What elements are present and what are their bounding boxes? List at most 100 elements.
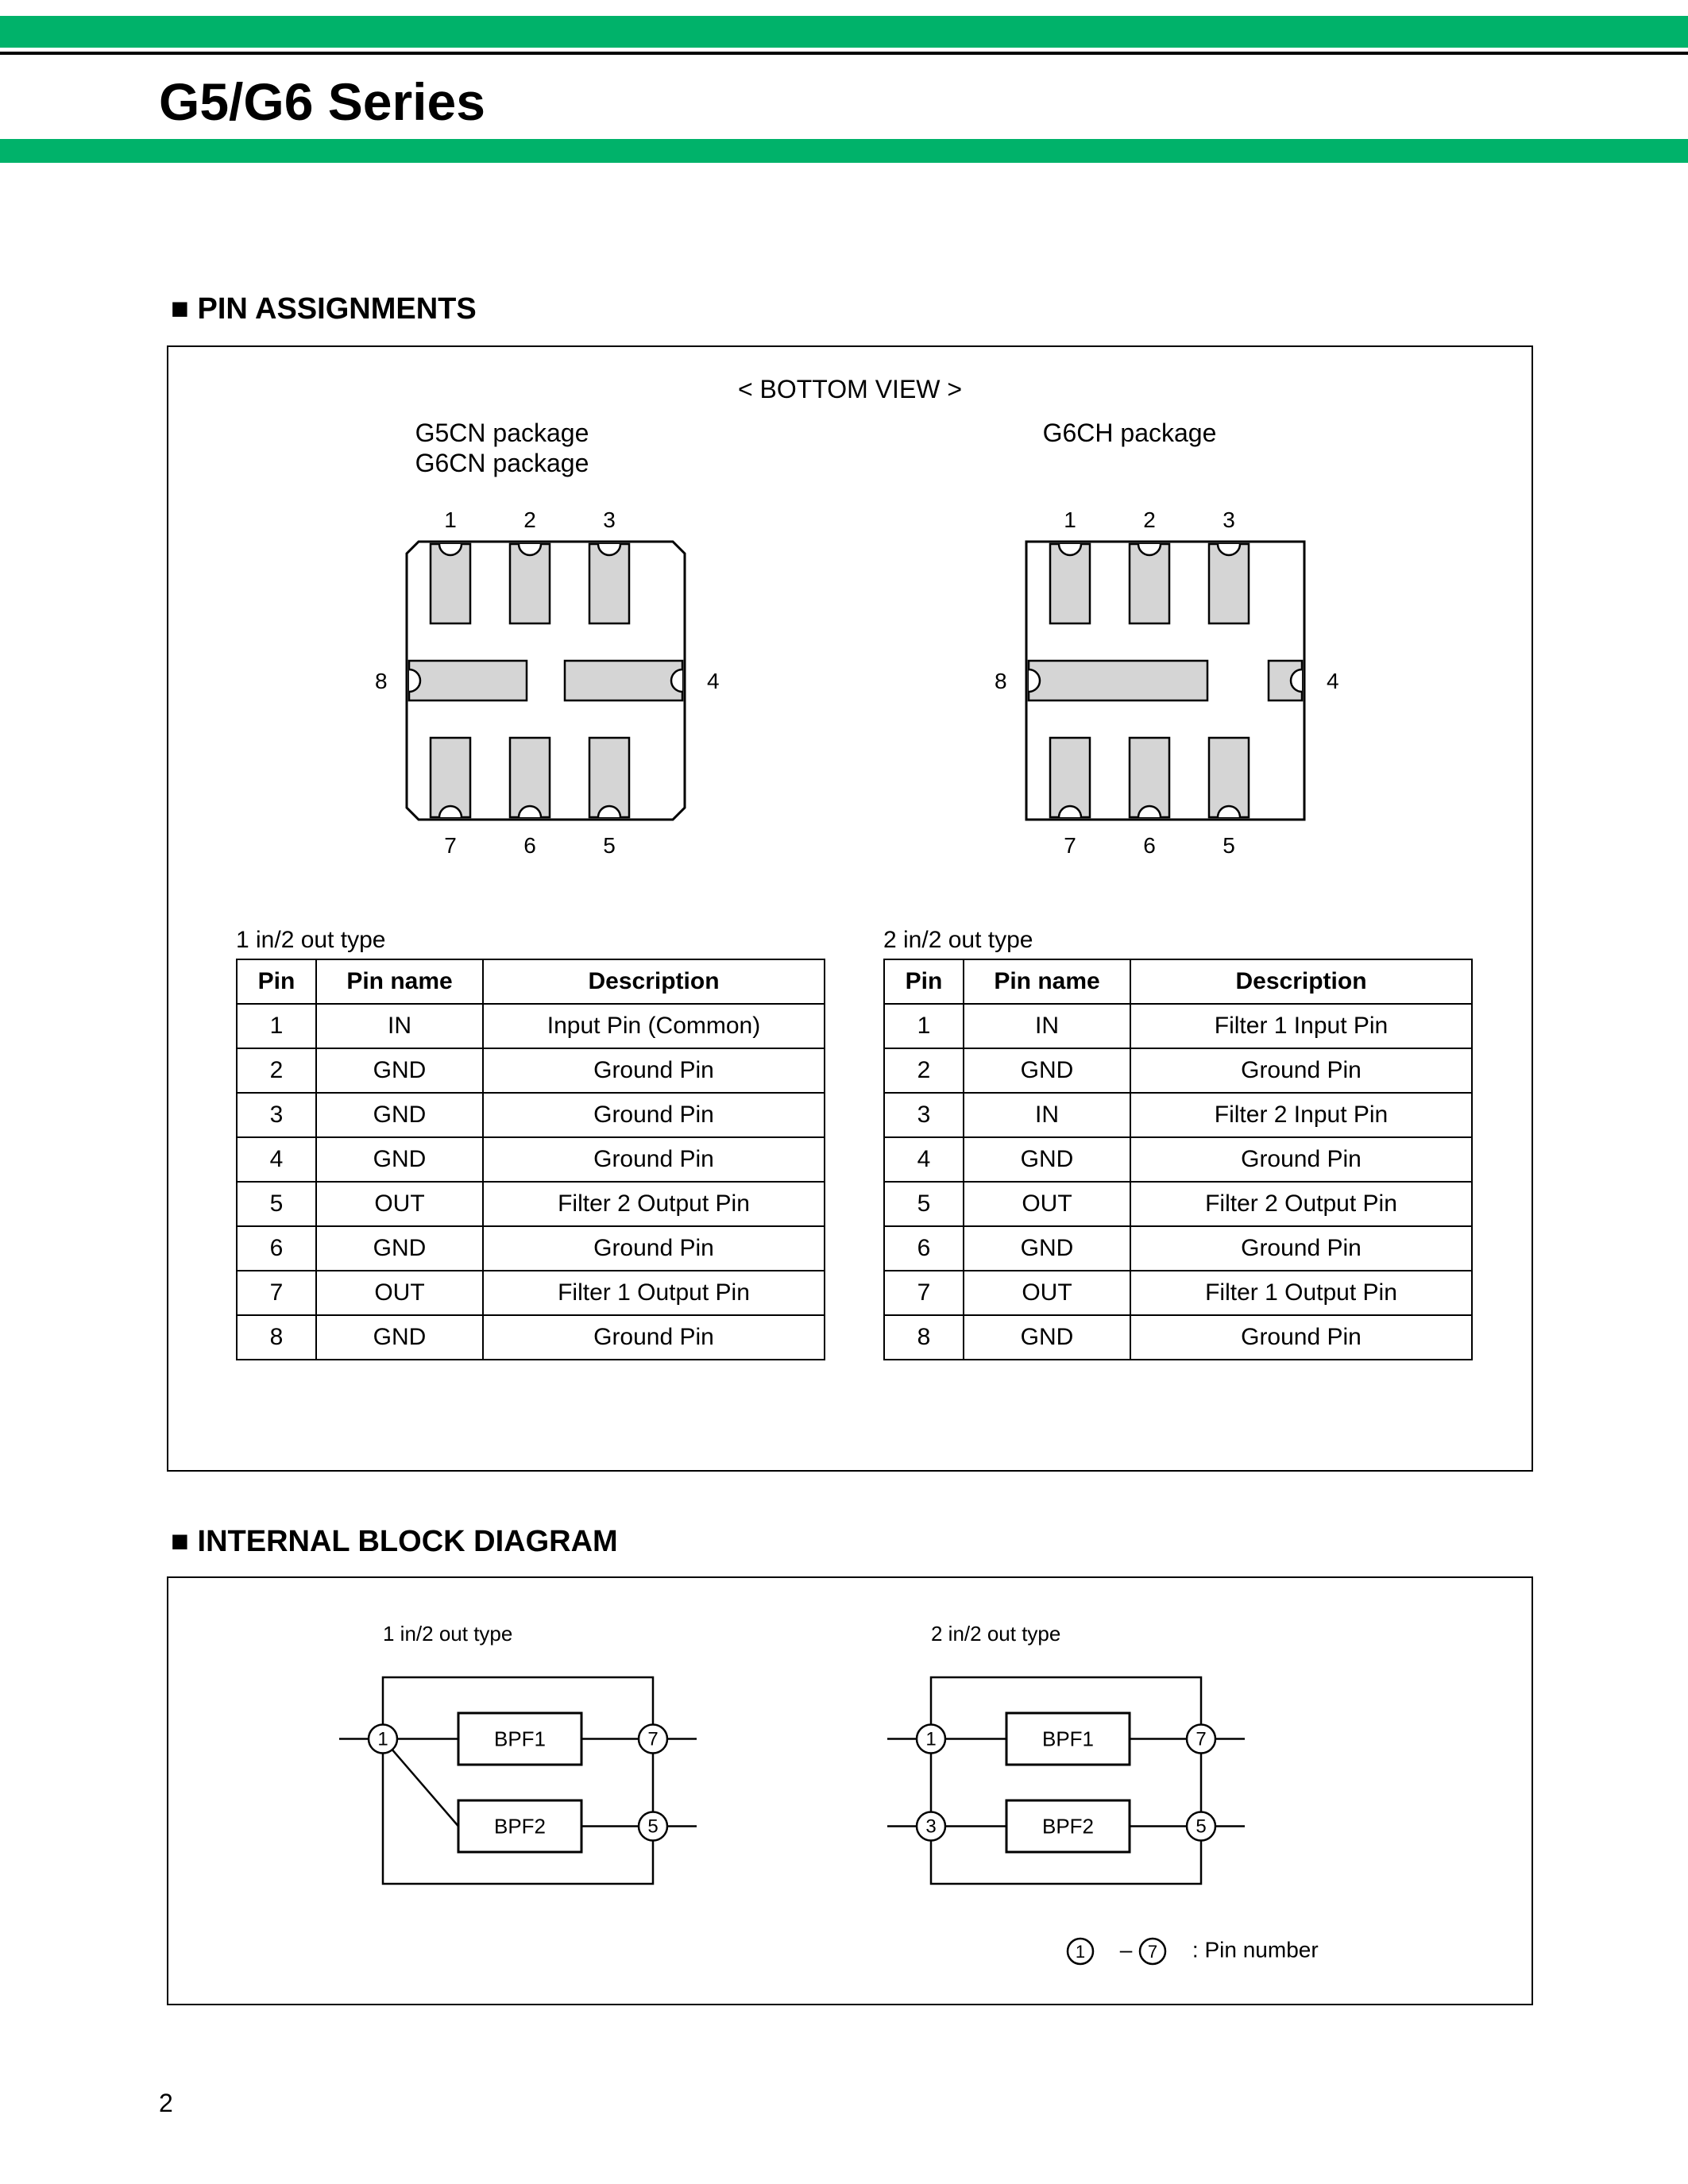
- svg-text:5: 5: [647, 1816, 658, 1838]
- table-cell: 2: [884, 1048, 964, 1093]
- page-number: 2: [159, 2089, 173, 2118]
- pin-table-left: PinPin nameDescription1INInput Pin (Comm…: [236, 959, 825, 1360]
- table-cell: GND: [964, 1315, 1130, 1360]
- svg-text:BPF2: BPF2: [1042, 1815, 1094, 1839]
- table-cell: GND: [316, 1315, 483, 1360]
- block-diagram-right: BPF1BPF27513: [875, 1653, 1257, 1920]
- table-cell: OUT: [964, 1182, 1130, 1226]
- table-cell: GND: [964, 1137, 1130, 1182]
- pin-assignments-box: < BOTTOM VIEW > G5CN package G6CN packag…: [167, 345, 1533, 1472]
- legend-text: : Pin number: [1192, 1937, 1319, 1962]
- svg-text:2: 2: [523, 507, 536, 532]
- table-row: 4GNDGround Pin: [884, 1137, 1472, 1182]
- table-cell: GND: [316, 1048, 483, 1093]
- table-row: 8GNDGround Pin: [884, 1315, 1472, 1360]
- svg-text:7: 7: [1064, 833, 1076, 858]
- table-header: Pin name: [316, 959, 483, 1004]
- table-header: Description: [483, 959, 825, 1004]
- svg-text:7: 7: [1148, 1942, 1157, 1962]
- svg-text:3: 3: [925, 1816, 936, 1838]
- table-row: 8GNDGround Pin: [237, 1315, 825, 1360]
- pin-number-legend: 1 – 7 : Pin number: [1066, 1935, 1319, 1967]
- table-cell: Ground Pin: [1130, 1048, 1472, 1093]
- block-diagram-caption-left: 1 in/2 out type: [383, 1622, 512, 1646]
- table-cell: 3: [884, 1093, 964, 1137]
- table-cell: OUT: [964, 1271, 1130, 1315]
- table-cell: GND: [964, 1226, 1130, 1271]
- table-cell: GND: [316, 1093, 483, 1137]
- pin-table-right: PinPin nameDescription1INFilter 1 Input …: [883, 959, 1473, 1360]
- table-cell: Ground Pin: [483, 1315, 825, 1360]
- table-cell: Filter 2 Input Pin: [1130, 1093, 1472, 1137]
- package-label-right: G6CH package: [971, 419, 1288, 448]
- table-caption-left: 1 in/2 out type: [236, 927, 385, 954]
- table-cell: 1: [237, 1004, 316, 1048]
- table-cell: Filter 1 Output Pin: [1130, 1271, 1472, 1315]
- table-cell: 8: [884, 1315, 964, 1360]
- table-cell: Filter 1 Output Pin: [483, 1271, 825, 1315]
- svg-text:1: 1: [444, 507, 457, 532]
- package-label-left-1: G5CN package: [343, 419, 661, 448]
- package-diagram-g6ch: 12345678: [979, 502, 1352, 887]
- table-header: Description: [1130, 959, 1472, 1004]
- table-row: 5OUTFilter 2 Output Pin: [884, 1182, 1472, 1226]
- table-cell: 7: [884, 1271, 964, 1315]
- table-cell: 2: [237, 1048, 316, 1093]
- svg-text:6: 6: [523, 833, 536, 858]
- header-accent-bottom: [0, 139, 1688, 163]
- table-row: 1INInput Pin (Common): [237, 1004, 825, 1048]
- table-row: 7OUTFilter 1 Output Pin: [884, 1271, 1472, 1315]
- svg-text:1: 1: [1064, 507, 1076, 532]
- table-cell: 4: [884, 1137, 964, 1182]
- table-cell: 6: [237, 1226, 316, 1271]
- bottom-view-label: < BOTTOM VIEW >: [168, 375, 1532, 404]
- svg-text:5: 5: [1196, 1816, 1206, 1838]
- table-cell: GND: [316, 1137, 483, 1182]
- table-cell: Filter 1 Input Pin: [1130, 1004, 1472, 1048]
- svg-text:4: 4: [707, 669, 720, 693]
- svg-text:3: 3: [1223, 507, 1235, 532]
- table-row: 4GNDGround Pin: [237, 1137, 825, 1182]
- svg-text:8: 8: [375, 669, 388, 693]
- table-cell: Ground Pin: [483, 1093, 825, 1137]
- svg-text:3: 3: [603, 507, 616, 532]
- table-cell: Filter 2 Output Pin: [1130, 1182, 1472, 1226]
- table-row: 2GNDGround Pin: [237, 1048, 825, 1093]
- table-cell: Ground Pin: [483, 1048, 825, 1093]
- table-cell: IN: [964, 1093, 1130, 1137]
- table-cell: OUT: [316, 1271, 483, 1315]
- table-row: 5OUTFilter 2 Output Pin: [237, 1182, 825, 1226]
- header-rule: [0, 52, 1688, 55]
- svg-text:7: 7: [647, 1729, 658, 1750]
- svg-text:7: 7: [444, 833, 457, 858]
- table-cell: 5: [237, 1182, 316, 1226]
- table-cell: 3: [237, 1093, 316, 1137]
- svg-text:2: 2: [1143, 507, 1156, 532]
- table-cell: 1: [884, 1004, 964, 1048]
- table-header: Pin name: [964, 959, 1130, 1004]
- svg-text:5: 5: [1223, 833, 1235, 858]
- table-caption-right: 2 in/2 out type: [883, 927, 1033, 954]
- table-row: 1INFilter 1 Input Pin: [884, 1004, 1472, 1048]
- block-diagram-caption-right: 2 in/2 out type: [931, 1622, 1060, 1646]
- table-cell: Ground Pin: [1130, 1137, 1472, 1182]
- svg-text:7: 7: [1196, 1729, 1206, 1750]
- table-header: Pin: [237, 959, 316, 1004]
- svg-text:BPF2: BPF2: [494, 1815, 546, 1839]
- table-row: 7OUTFilter 1 Output Pin: [237, 1271, 825, 1315]
- svg-text:6: 6: [1143, 833, 1156, 858]
- table-cell: 8: [237, 1315, 316, 1360]
- table-cell: Ground Pin: [483, 1226, 825, 1271]
- table-row: 6GNDGround Pin: [884, 1226, 1472, 1271]
- table-cell: Input Pin (Common): [483, 1004, 825, 1048]
- svg-text:8: 8: [995, 669, 1007, 693]
- table-cell: Ground Pin: [483, 1137, 825, 1182]
- svg-text:1: 1: [925, 1729, 936, 1750]
- package-label-left-2: G6CN package: [343, 449, 661, 478]
- table-cell: Ground Pin: [1130, 1226, 1472, 1271]
- table-cell: GND: [964, 1048, 1130, 1093]
- table-cell: GND: [316, 1226, 483, 1271]
- table-cell: IN: [964, 1004, 1130, 1048]
- table-cell: IN: [316, 1004, 483, 1048]
- block-diagram-box: 1 in/2 out type BPF1BPF2751 2 in/2 out t…: [167, 1576, 1533, 2005]
